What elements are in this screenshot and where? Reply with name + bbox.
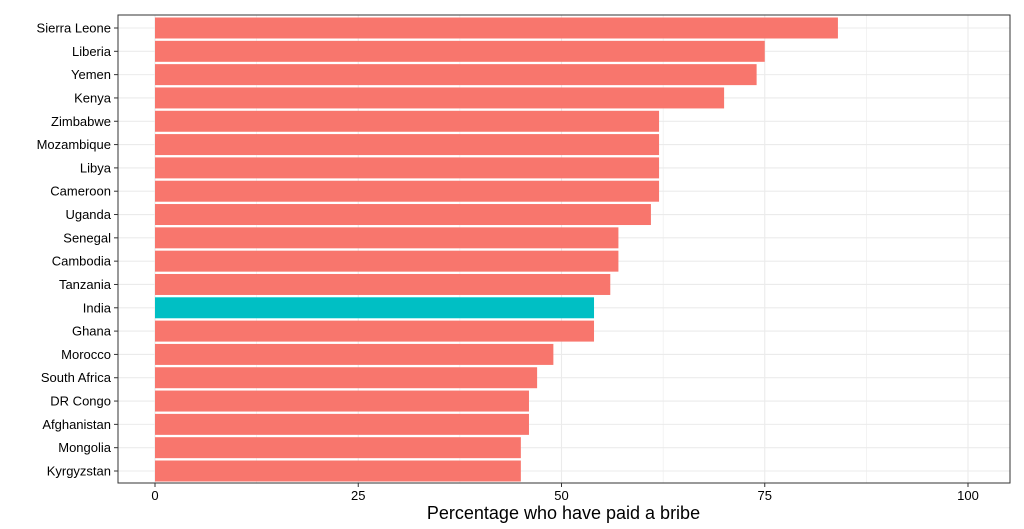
bar-tanzania — [155, 273, 611, 295]
bar-yemen — [155, 64, 757, 86]
bar-sierra-leone — [155, 17, 838, 39]
category-label: Mozambique — [37, 137, 111, 152]
category-label: Uganda — [65, 207, 111, 222]
category-label: Afghanistan — [42, 417, 111, 432]
category-label: Cambodia — [52, 254, 112, 269]
bar-ghana — [155, 320, 595, 342]
bar-kyrgyzstan — [155, 460, 521, 482]
category-label: Cameroon — [50, 184, 111, 199]
category-label: Mongolia — [58, 440, 112, 455]
bar-morocco — [155, 343, 554, 365]
x-tick-label: 100 — [957, 488, 979, 503]
bar-mozambique — [155, 134, 660, 156]
x-tick-label: 75 — [758, 488, 772, 503]
bar-india — [155, 297, 595, 319]
category-label: Sierra Leone — [37, 21, 111, 36]
category-label: India — [83, 300, 112, 315]
category-label: Morocco — [61, 347, 111, 362]
bar-cambodia — [155, 250, 619, 272]
category-label: Zimbabwe — [51, 114, 111, 129]
category-label: Ghana — [72, 324, 112, 339]
bar-afghanistan — [155, 413, 529, 435]
category-label: South Africa — [41, 370, 112, 385]
bar-libya — [155, 157, 660, 179]
bar-kenya — [155, 87, 725, 109]
category-label: Liberia — [72, 44, 112, 59]
bar-south-africa — [155, 367, 538, 389]
bars — [155, 17, 838, 482]
x-tick-label: 0 — [151, 488, 158, 503]
bar-dr-congo — [155, 390, 529, 412]
bar-zimbabwe — [155, 110, 660, 132]
category-label: Libya — [80, 160, 112, 175]
category-labels: Sierra Leone Liberia Yemen Kenya Zimbabwe Moz… — [37, 21, 118, 479]
bar-mongolia — [155, 437, 521, 459]
x-tick-label: 25 — [351, 488, 365, 503]
bar-senegal — [155, 227, 619, 249]
x-tick-label: 50 — [554, 488, 568, 503]
category-label: Kenya — [74, 90, 112, 105]
panel-border — [117, 14, 1011, 484]
bar-liberia — [155, 40, 765, 62]
category-label: Kyrgyzstan — [47, 464, 111, 479]
x-axis-title: Percentage who have paid a bribe — [427, 503, 700, 523]
bar-cameroon — [155, 180, 660, 202]
category-label: Yemen — [71, 67, 111, 82]
x-axis-ticks: 0 25 50 75 100 — [151, 483, 979, 503]
category-label: Senegal — [63, 230, 111, 245]
grid-lines — [118, 15, 1010, 483]
bar-uganda — [155, 204, 651, 226]
category-label: Tanzania — [59, 277, 112, 292]
category-label: DR Congo — [50, 394, 111, 409]
